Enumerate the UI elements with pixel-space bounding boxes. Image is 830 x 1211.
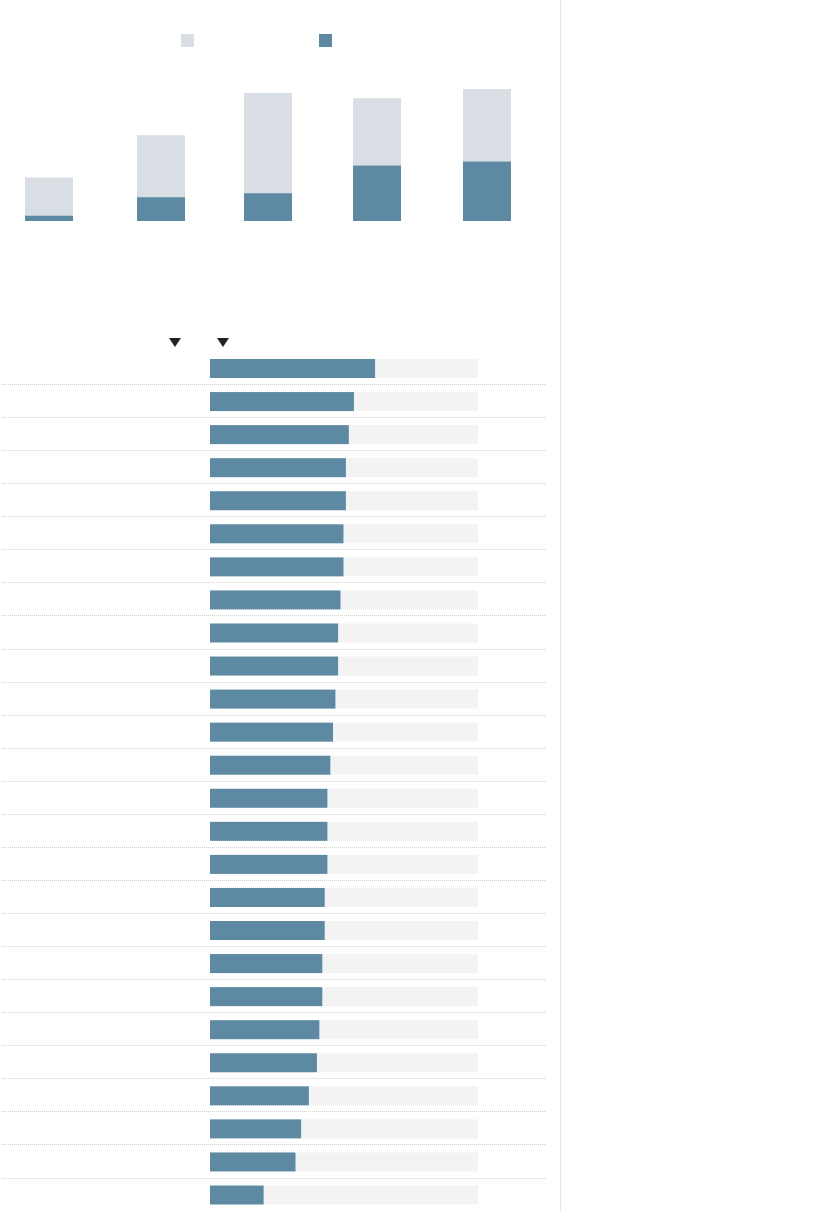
bar-value-7 — [210, 590, 341, 610]
bar-value-16 — [210, 887, 325, 907]
bar-value-10 — [210, 689, 336, 709]
bar-value-6 — [210, 557, 344, 577]
bar-value-22 — [210, 1086, 309, 1106]
bar-value-14 — [210, 821, 328, 841]
bar-value-17 — [210, 921, 325, 941]
bar-value-15 — [210, 854, 328, 874]
bar-highlight-0 — [25, 215, 73, 221]
sort-arrow-right-icon[interactable] — [217, 338, 229, 347]
row-dividers — [2, 384, 545, 1179]
bar-value-0 — [210, 359, 376, 378]
bar-value-20 — [210, 1020, 320, 1040]
bar-value-13 — [210, 788, 328, 808]
bar-value-9 — [210, 656, 339, 676]
legend-swatch-total — [181, 34, 194, 47]
bar-highlight-1 — [137, 197, 185, 221]
bar-value-5 — [210, 524, 344, 544]
bar-value-2 — [210, 425, 349, 445]
panel-divider — [560, 0, 561, 1211]
bar-values — [210, 359, 376, 1205]
bar-value-4 — [210, 491, 346, 511]
sort-arrow-left-icon[interactable] — [169, 338, 181, 347]
bar-value-23 — [210, 1119, 302, 1139]
bar-value-24 — [210, 1152, 296, 1172]
legend-swatch-highlight — [319, 34, 332, 47]
bar-value-3 — [210, 458, 346, 478]
chart-legend — [181, 34, 332, 47]
stacked-bar-chart — [25, 34, 511, 222]
bar-series-group — [25, 89, 511, 222]
bar-track-25 — [210, 1185, 478, 1205]
bar-highlight-2 — [244, 193, 292, 221]
bar-value-21 — [210, 1053, 317, 1073]
ranked-bar-table — [2, 359, 545, 1205]
bar-value-8 — [210, 623, 339, 643]
bar-value-19 — [210, 987, 323, 1007]
bar-value-11 — [210, 722, 334, 742]
bar-value-1 — [210, 392, 354, 412]
bar-highlight-4 — [463, 161, 511, 221]
bar-total-0 — [25, 177, 73, 221]
bar-value-18 — [210, 954, 323, 974]
bar-value-12 — [210, 755, 331, 775]
bar-highlight-3 — [353, 165, 401, 221]
bar-value-25 — [210, 1185, 264, 1205]
